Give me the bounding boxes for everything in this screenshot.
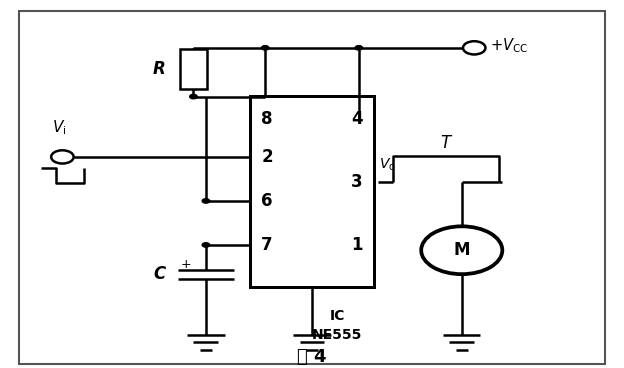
Circle shape	[261, 46, 269, 50]
Circle shape	[355, 46, 363, 50]
Text: 2: 2	[261, 148, 273, 166]
Text: M: M	[454, 241, 470, 259]
Text: 4: 4	[351, 110, 363, 128]
Bar	[250, 96, 374, 287]
Text: $T$: $T$	[439, 134, 453, 152]
Text: IC
NE555: IC NE555	[312, 309, 362, 342]
Text: 图 4: 图 4	[297, 348, 327, 366]
Circle shape	[51, 150, 74, 163]
Text: 7: 7	[261, 236, 273, 254]
Text: +: +	[180, 258, 192, 271]
Text: C: C	[153, 265, 165, 283]
Circle shape	[421, 226, 502, 274]
Text: $V_{\rm i}$: $V_{\rm i}$	[52, 118, 67, 137]
Text: 3: 3	[351, 173, 363, 191]
Text: 8: 8	[261, 110, 273, 128]
Text: $+V_{\rm CC}$: $+V_{\rm CC}$	[490, 37, 529, 55]
Text: 1: 1	[351, 236, 363, 254]
Circle shape	[202, 199, 210, 203]
Bar	[180, 49, 207, 89]
Circle shape	[190, 94, 197, 99]
Circle shape	[463, 41, 485, 54]
Text: R: R	[153, 60, 165, 78]
Circle shape	[202, 243, 210, 247]
Text: $V_{\rm o}$: $V_{\rm o}$	[379, 156, 396, 173]
Text: 6: 6	[261, 192, 273, 210]
